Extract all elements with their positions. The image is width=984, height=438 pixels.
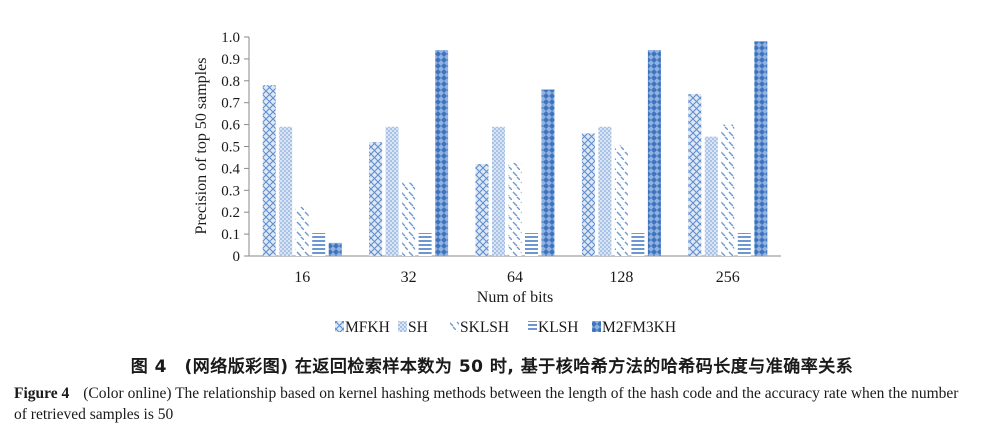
bar-sklsh-64 <box>508 162 522 256</box>
legend: MFKH SH SKLSH KLSH M2FM3KH <box>335 319 676 336</box>
y-tick-label: 0.3 <box>221 183 240 199</box>
bar-klsh-128 <box>631 233 645 256</box>
x-axis-label: Num of bits <box>477 289 553 306</box>
bar-mfkh-64 <box>475 164 489 256</box>
x-tick-label: 256 <box>716 269 740 286</box>
y-tick-label: 0.7 <box>221 96 240 112</box>
y-tick-label: 0.9 <box>221 52 240 68</box>
legend-swatch-sh <box>398 321 407 332</box>
bar-m2fm3kh-128 <box>647 50 661 256</box>
legend-swatch-mfkh <box>335 321 344 332</box>
legend-swatch-m2fm3kh <box>592 321 601 332</box>
legend-label-sh: SH <box>408 319 428 336</box>
legend-label-sklsh: SKLSH <box>460 319 509 336</box>
y-axis-label: Precision of top 50 samples <box>193 58 210 235</box>
bar-klsh-64 <box>525 233 538 256</box>
y-tick-label: 0.1 <box>221 227 240 243</box>
bar-klsh-32 <box>418 233 432 256</box>
y-tick-label: 0.6 <box>221 118 240 134</box>
caption-text: (Color online) The relationship based on… <box>14 385 959 423</box>
bar-chart: 0 0.1 0.2 0.3 0.4 0.5 0.6 0.7 0.8 0.9 1.0 16 32 64 12… <box>193 30 781 336</box>
y-tick-label: 0.2 <box>221 205 240 221</box>
bar-m2fm3kh-256 <box>754 41 768 256</box>
bar-mfkh-16 <box>262 85 276 257</box>
bar-klsh-256 <box>737 233 751 256</box>
bar-m2fm3kh-32 <box>435 50 449 256</box>
x-tick-label: 64 <box>507 269 523 286</box>
bar-sh-32 <box>385 126 399 256</box>
bar-sh-128 <box>598 126 612 256</box>
x-tick-label: 16 <box>294 269 310 286</box>
figure-label: Figure 4 <box>14 385 70 402</box>
bar-sklsh-128 <box>614 145 628 256</box>
caption-english: Figure 4 (Color online) The relationship … <box>14 383 974 425</box>
bar-sklsh-256 <box>721 124 735 256</box>
y-tick-label: 0 <box>233 249 241 265</box>
bar-klsh-16 <box>312 233 326 256</box>
bar-sklsh-32 <box>402 182 416 256</box>
legend-swatch-klsh <box>528 321 537 332</box>
bar-sklsh-16 <box>295 206 309 256</box>
bar-m2fm3kh-16 <box>328 242 342 256</box>
legend-swatch-sklsh <box>450 321 459 332</box>
bar-mfkh-128 <box>581 133 595 256</box>
y-tick-label: 1.0 <box>221 30 240 46</box>
bar-m2fm3kh-64 <box>541 89 555 256</box>
bar-mfkh-32 <box>369 142 383 256</box>
bar-mfkh-256 <box>688 93 702 256</box>
bar-sh-256 <box>704 136 718 256</box>
legend-label-klsh: KLSH <box>538 319 578 336</box>
x-tick-label: 32 <box>401 269 417 286</box>
y-tick-label: 0.8 <box>221 74 240 90</box>
y-tick-label: 0.4 <box>221 161 240 177</box>
x-tick-label: 128 <box>609 269 633 286</box>
bar-sh-64 <box>492 126 505 256</box>
legend-label-mfkh: MFKH <box>345 319 390 336</box>
legend-label-m2fm3kh: M2FM3KH <box>602 319 676 336</box>
y-tick-label: 0.5 <box>221 140 240 156</box>
bar-sh-16 <box>279 126 293 256</box>
caption-chinese: 图 4 (网络版彩图) 在返回检索样本数为 50 时, 基于核哈希方法的哈希码长… <box>130 357 854 377</box>
